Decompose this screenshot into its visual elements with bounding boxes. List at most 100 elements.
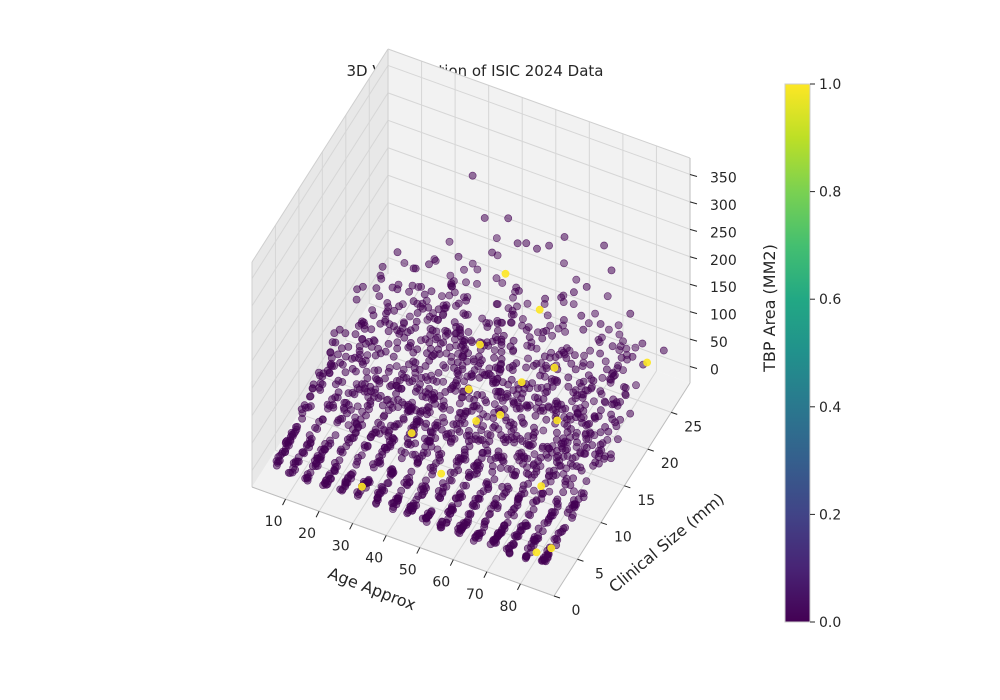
data-point-target-0 xyxy=(523,299,532,308)
x-tick-label: 60 xyxy=(432,575,450,591)
data-point-target-0 xyxy=(424,512,433,520)
x-tick-mark xyxy=(349,523,354,530)
data-point-target-0 xyxy=(619,366,627,374)
data-point-target-0 xyxy=(344,342,353,351)
data-point-target-0 xyxy=(483,323,492,331)
data-point-target-0 xyxy=(421,423,430,432)
data-point-target-0 xyxy=(468,259,477,268)
data-point-target-0 xyxy=(513,302,521,311)
data-point-target-0 xyxy=(549,466,558,475)
data-point-target-0 xyxy=(334,388,343,397)
data-point-target-0 xyxy=(614,321,623,330)
data-point-target-0 xyxy=(571,453,580,461)
data-point-target-0 xyxy=(577,489,586,498)
data-point-target-0 xyxy=(445,476,454,484)
data-point-target-1 xyxy=(547,544,556,553)
data-point-target-0 xyxy=(534,524,543,533)
data-point-target-0 xyxy=(539,426,548,435)
grid-line-z-left xyxy=(251,65,389,279)
data-point-target-0 xyxy=(565,346,574,355)
data-point-target-0 xyxy=(541,372,549,381)
y-tick-label: 5 xyxy=(595,566,604,582)
data-point-target-0 xyxy=(497,348,506,356)
x-tick-mark xyxy=(315,510,320,518)
data-point-target-0 xyxy=(638,339,647,348)
data-point-target-0 xyxy=(464,426,473,435)
data-point-target-0 xyxy=(389,352,398,361)
data-point-target-0 xyxy=(579,413,588,422)
data-point-target-0 xyxy=(273,458,282,467)
data-point-target-0 xyxy=(560,413,569,421)
data-point-target-1 xyxy=(643,358,651,367)
y-tick-mark xyxy=(624,485,631,489)
data-point-target-0 xyxy=(384,479,393,488)
data-point-target-0 xyxy=(475,352,483,361)
grid-line-x-floor xyxy=(520,370,657,585)
data-point-target-0 xyxy=(341,329,350,338)
data-point-target-0 xyxy=(375,292,384,300)
data-point-target-0 xyxy=(490,353,498,362)
data-point-target-0 xyxy=(572,443,581,451)
data-point-target-0 xyxy=(365,405,373,414)
data-point-target-0 xyxy=(553,399,562,408)
data-point-target-0 xyxy=(384,339,393,348)
data-point-target-0 xyxy=(519,315,527,323)
data-point-target-0 xyxy=(470,357,478,366)
data-point-target-0 xyxy=(510,504,519,513)
z-tick-label: 100 xyxy=(710,308,737,324)
data-point-target-0 xyxy=(604,427,613,436)
data-point-target-0 xyxy=(439,413,447,422)
data-point-target-0 xyxy=(591,309,599,318)
data-point-target-0 xyxy=(393,338,402,347)
data-point-target-0 xyxy=(632,381,640,390)
data-point-target-0 xyxy=(434,368,443,377)
data-point-target-0 xyxy=(425,338,434,347)
data-point-target-0 xyxy=(510,511,518,520)
data-point-target-0 xyxy=(343,409,351,418)
data-point-target-0 xyxy=(545,241,553,250)
data-point-target-0 xyxy=(459,481,468,490)
data-point-target-0 xyxy=(313,425,322,433)
data-point-target-0 xyxy=(409,264,418,273)
data-point-target-0 xyxy=(603,292,612,301)
z-tick-mark xyxy=(689,338,698,342)
data-point-target-0 xyxy=(329,401,337,409)
x-axis-line xyxy=(251,486,555,597)
data-point-target-0 xyxy=(315,371,324,380)
data-point-target-0 xyxy=(492,234,501,242)
data-point-target-0 xyxy=(571,351,579,359)
z-axis-label: TBP Area (MM2) xyxy=(760,244,779,373)
grid-line-z-left xyxy=(251,120,389,334)
data-point-target-0 xyxy=(486,455,495,464)
data-point-target-0 xyxy=(442,301,451,309)
data-point-target-1 xyxy=(496,410,505,419)
data-point-target-0 xyxy=(571,365,580,374)
data-point-target-1 xyxy=(537,482,546,490)
data-point-target-0 xyxy=(445,237,454,246)
data-point-target-0 xyxy=(547,508,556,516)
data-point-target-0 xyxy=(514,385,523,393)
data-point-target-0 xyxy=(459,522,468,531)
data-point-target-0 xyxy=(284,438,293,447)
data-point-target-0 xyxy=(318,380,327,389)
data-point-target-0 xyxy=(454,371,463,379)
grid-line-y-floor xyxy=(275,449,578,560)
data-point-target-0 xyxy=(450,335,459,344)
data-point-target-0 xyxy=(546,321,555,330)
z-tick-mark xyxy=(689,256,698,260)
data-point-target-0 xyxy=(491,535,500,544)
data-point-target-0 xyxy=(458,336,467,345)
data-point-target-0 xyxy=(378,484,387,492)
data-point-target-0 xyxy=(431,335,440,344)
data-point-target-0 xyxy=(482,478,491,486)
data-point-target-0 xyxy=(398,300,407,309)
data-point-target-0 xyxy=(518,321,526,330)
data-point-target-0 xyxy=(586,360,595,369)
data-point-target-0 xyxy=(471,533,480,542)
data-point-target-0 xyxy=(289,463,298,472)
data-point-target-0 xyxy=(610,400,619,408)
data-point-target-0 xyxy=(450,434,459,443)
grid-line-z-back xyxy=(387,92,691,203)
data-point-target-0 xyxy=(609,372,618,381)
